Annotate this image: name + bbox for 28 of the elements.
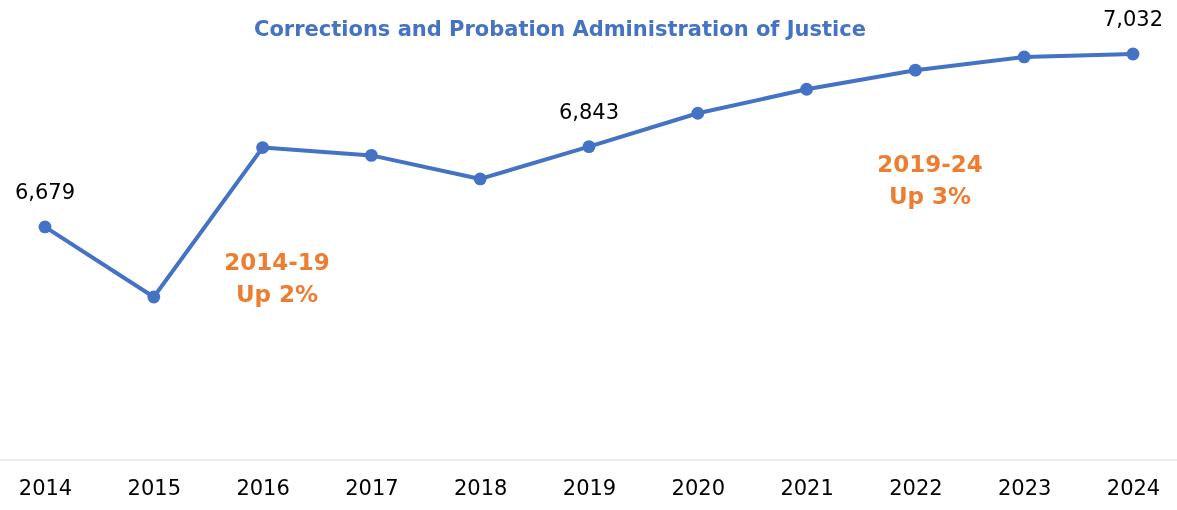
x-tick-label: 2021 — [780, 475, 834, 500]
x-tick-label: 2023 — [997, 475, 1052, 500]
x-tick-label: 2016 — [236, 475, 290, 500]
point — [38, 220, 52, 234]
chart-title: Corrections and Probation Administration of Justice — [253, 17, 867, 41]
annotation: 2019-24 Up 3% — [877, 151, 983, 209]
annotation: 2014-19 Up 2% — [224, 249, 330, 307]
x-tick-label: 2020 — [671, 475, 726, 500]
point — [256, 141, 270, 154]
data-label: 7,032 — [1102, 7, 1164, 31]
point — [691, 106, 705, 120]
x-tick-label: 2019 — [562, 475, 617, 500]
x-tick-label: 2017 — [345, 475, 399, 500]
point — [364, 148, 378, 162]
point — [473, 172, 487, 186]
point — [800, 82, 814, 96]
point — [147, 290, 161, 304]
x-tick-label: 2024 — [1106, 475, 1161, 500]
x-tick-label: 2022 — [889, 475, 943, 500]
data-label: 6,843 — [558, 99, 620, 124]
x-tick-label: 2014 — [18, 475, 73, 500]
point — [1017, 50, 1031, 64]
point — [582, 140, 596, 154]
point — [908, 63, 922, 77]
point — [1126, 47, 1140, 61]
x-tick-label: 2015 — [127, 475, 182, 500]
data-label: 6,679 — [14, 179, 76, 204]
x-tick-label: 2018 — [453, 475, 508, 500]
